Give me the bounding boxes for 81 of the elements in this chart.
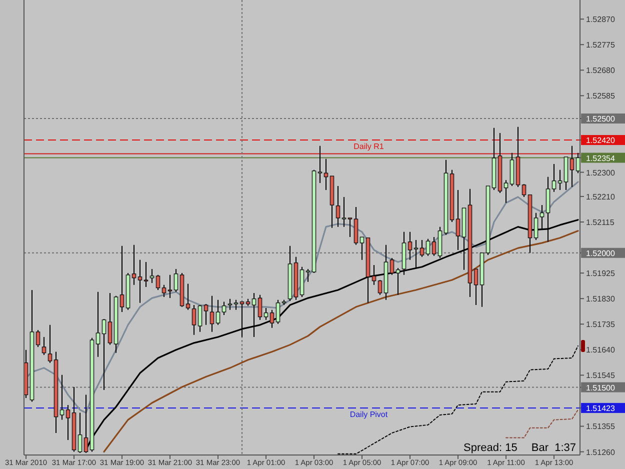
y-tick-label: 1.51830: [586, 294, 616, 304]
y-tick-label: 1.52775: [586, 40, 616, 50]
y-tick-label: 1.52000: [586, 248, 616, 258]
candlestick: [102, 318, 106, 390]
candlestick: [348, 217, 352, 238]
candlestick: [570, 145, 574, 188]
candlestick: [372, 264, 376, 286]
candlestick: [396, 267, 400, 296]
y-tick-label: 1.51500: [586, 383, 616, 392]
line-series: [338, 345, 578, 454]
candlestick: [144, 262, 148, 288]
candlestick: [138, 259, 142, 304]
candlestick: [474, 268, 478, 306]
candlestick: [504, 180, 508, 204]
y-tick-label: 1.51640: [586, 346, 616, 355]
candlestick: [156, 274, 160, 290]
candlestick: [306, 268, 310, 282]
candlestick: [240, 301, 244, 338]
candlestick: [204, 303, 208, 326]
annotation: Bar 1:37: [531, 442, 576, 454]
candlestick: [420, 239, 424, 258]
candlestick: [354, 206, 358, 246]
candlestick: [36, 330, 40, 348]
y-tick-label: 1.51423: [586, 404, 616, 413]
candlestick: [48, 324, 52, 364]
candlestick: [360, 236, 364, 260]
candlestick: [276, 299, 280, 324]
candlestick: [264, 307, 268, 320]
candlestick: [336, 185, 340, 228]
candlestick: [198, 304, 202, 332]
y-tick-label: 1.52300: [586, 168, 616, 178]
ref-line-label: Daily Pivot: [350, 410, 388, 419]
candlestick: [108, 292, 112, 346]
candlestick: [132, 244, 136, 286]
y-tick-label: 1.52680: [586, 66, 616, 76]
candlestick: [432, 236, 436, 256]
candlestick: [78, 412, 82, 454]
candlestick: [168, 274, 172, 299]
candlestick: [216, 299, 220, 326]
annotation: Spread: 15: [464, 442, 518, 454]
candlestick: [258, 294, 262, 320]
y-tick-label: 1.51545: [586, 371, 616, 380]
ref-line-label: Daily R1: [354, 142, 384, 152]
y-tick-label: 1.52420: [586, 136, 616, 146]
y-tick-label: 1.52210: [586, 192, 616, 202]
y-tick-label: 1.52354: [586, 154, 616, 163]
candlestick: [390, 258, 394, 276]
candlestick: [186, 283, 190, 310]
y-tick-label: 1.52870: [586, 15, 616, 24]
y-tick-label: 1.51355: [586, 422, 616, 432]
candlestick: [192, 304, 196, 336]
candlestick: [42, 336, 46, 356]
y-tick-label: 1.52585: [586, 92, 616, 101]
y-tick-label: 1.51260: [586, 448, 616, 457]
y-tick-label: 1.51735: [586, 320, 616, 330]
candlestick: [174, 268, 178, 292]
candlestick: [342, 196, 346, 228]
candlestick: [408, 231, 412, 260]
candlestick: [252, 292, 256, 338]
candlestick: [318, 145, 322, 184]
candlestick: [558, 169, 562, 191]
y-tick-label: 1.52500: [586, 114, 616, 124]
candlestick: [66, 404, 70, 440]
candlestick: [426, 238, 430, 256]
candlestick: [162, 284, 166, 298]
candlestick: [552, 163, 556, 192]
candlestick: [414, 239, 418, 268]
y-tick-label: 1.52115: [586, 218, 615, 227]
candlestick: [222, 301, 226, 316]
candlestick: [96, 291, 100, 358]
line-series: [506, 409, 578, 438]
candlestick: [210, 295, 214, 332]
candlestick: [522, 184, 526, 198]
candlestick: [60, 374, 64, 420]
candlestick: [150, 268, 154, 284]
candlestick: [228, 298, 232, 310]
candlestick: [270, 309, 274, 328]
y-tick-label: 1.51925: [586, 269, 616, 278]
candlestick: [234, 299, 238, 310]
candlestick: [378, 280, 382, 296]
candlestick: [120, 245, 124, 313]
